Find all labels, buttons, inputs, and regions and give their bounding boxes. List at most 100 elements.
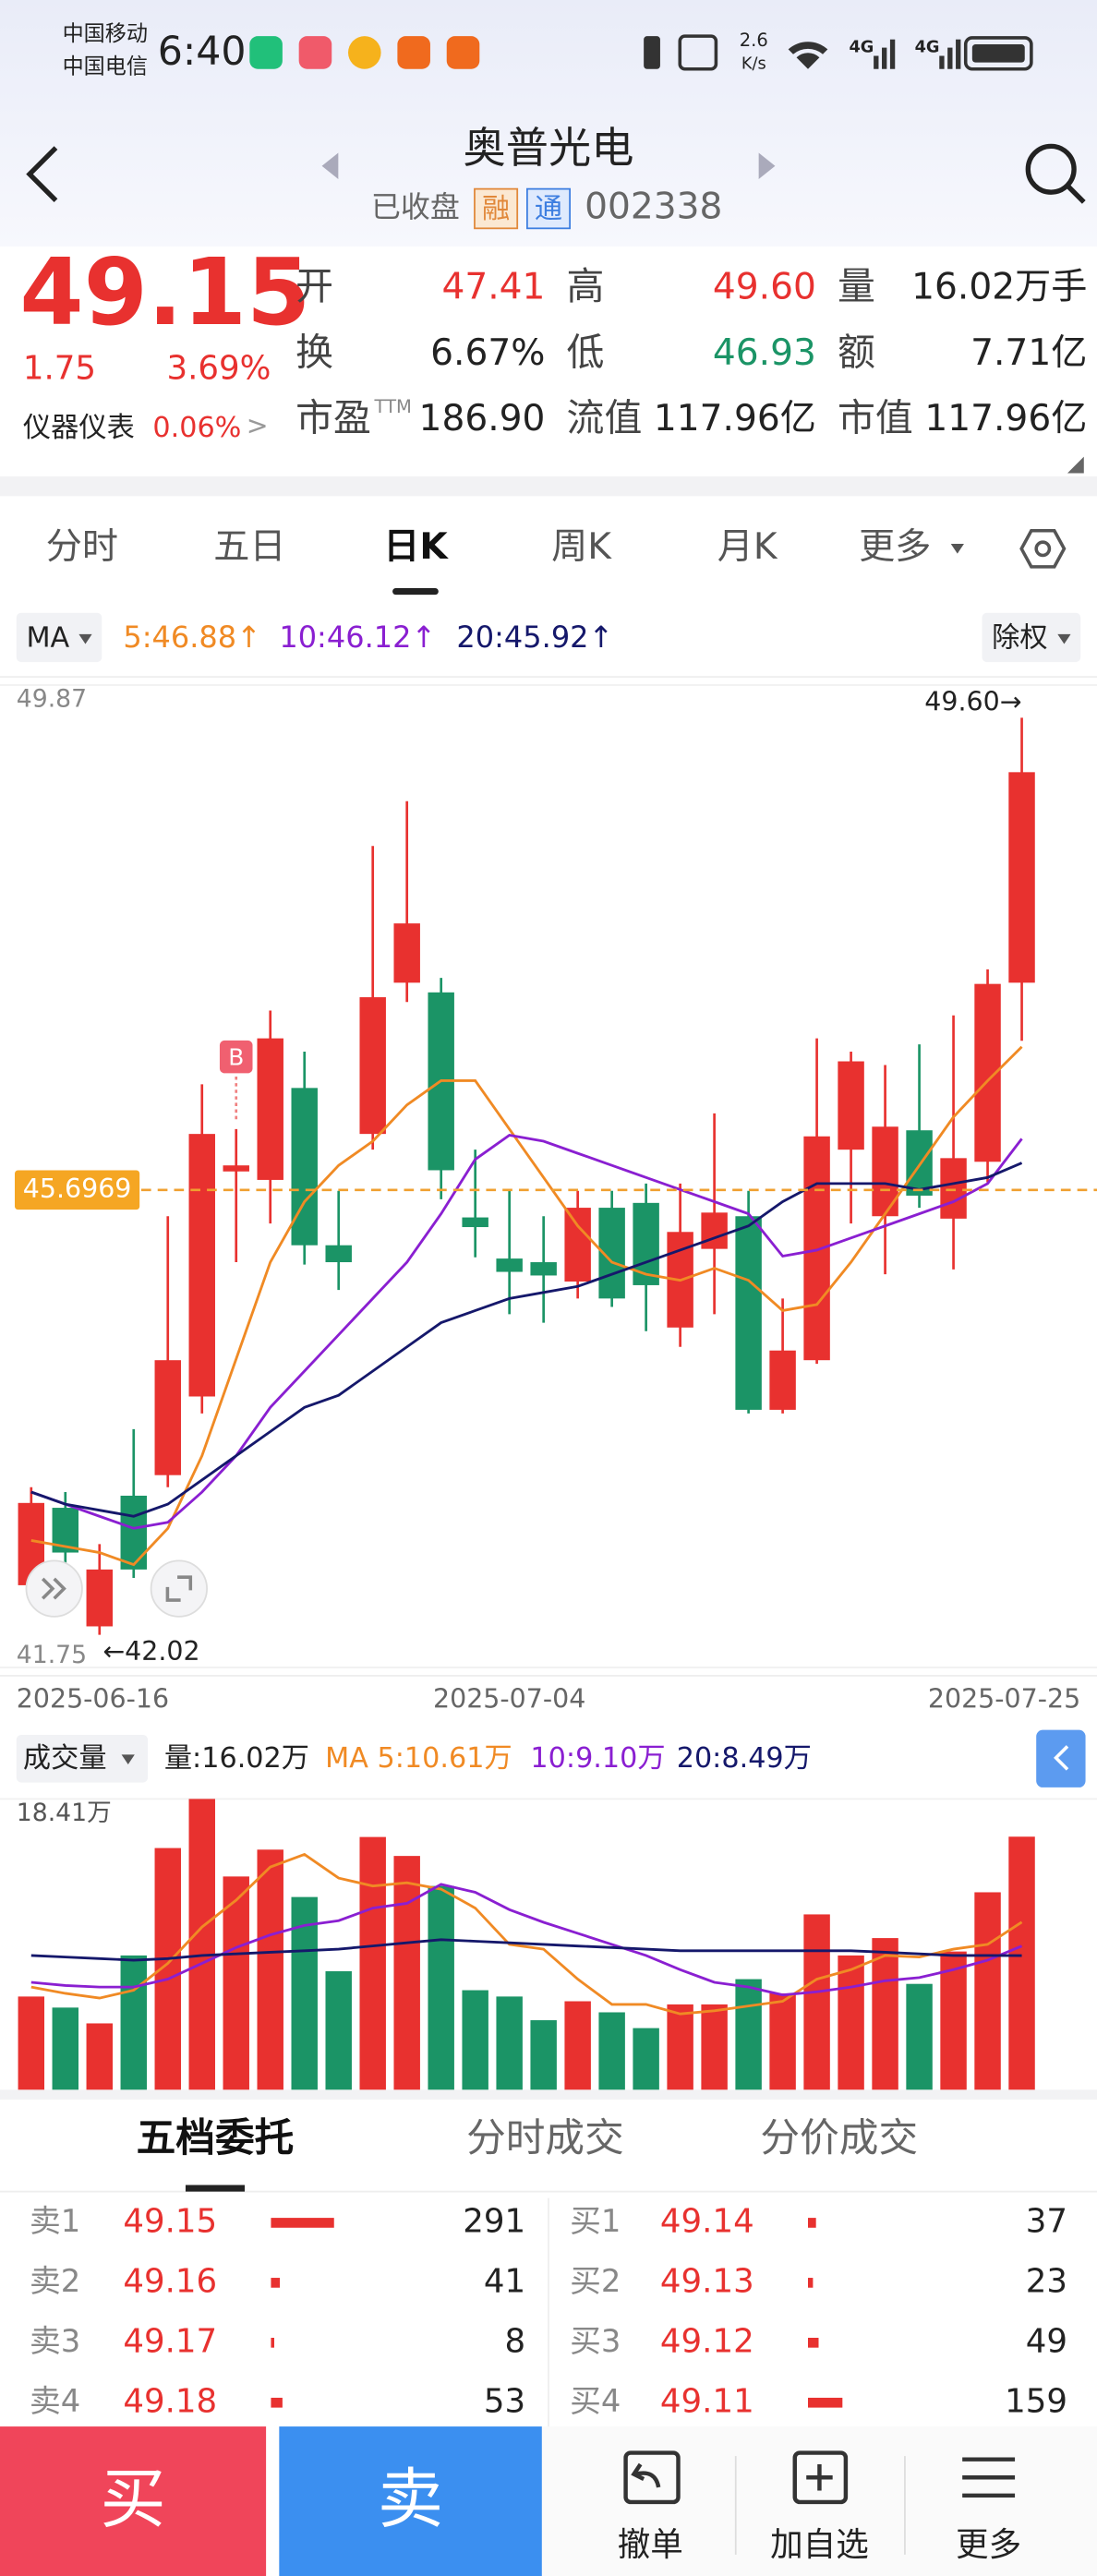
volume-summary: 量:16.02万 — [164, 1742, 309, 1775]
volume-bar — [769, 1992, 796, 2090]
tab[interactable]: 日K — [383, 526, 449, 568]
candle-body — [769, 1350, 796, 1410]
x-tick-label: 2025-07-04 — [433, 1684, 585, 1715]
separator — [0, 476, 1097, 497]
order-label: 卖4 — [30, 2383, 80, 2419]
change: 1.75 — [23, 349, 96, 387]
volume-legend: 10:9.10万 — [530, 1742, 665, 1775]
app-icons — [249, 36, 480, 69]
buy-label[interactable]: 买 — [100, 2461, 165, 2537]
ma-selector[interactable]: MA — [26, 622, 69, 655]
candle-body — [257, 1038, 283, 1180]
order-price: 49.17 — [123, 2322, 217, 2360]
volume-bar — [1008, 1836, 1035, 2090]
order-bar — [807, 2337, 819, 2348]
prev-stock[interactable] — [321, 152, 339, 179]
buy-marker: B — [228, 1043, 244, 1070]
net-speed: 2.6 — [740, 30, 768, 51]
volume-bar — [496, 1996, 523, 2090]
field-value: 49.60 — [713, 267, 816, 308]
separator — [0, 2089, 1097, 2100]
order-tab[interactable]: 分价成交 — [760, 2115, 918, 2161]
last-price: 49.15 — [19, 240, 310, 346]
reference-label-box — [15, 1170, 140, 1210]
order-volume: 37 — [1026, 2202, 1067, 2240]
volume-bar — [120, 1955, 147, 2090]
stock-name: 奥普光电 — [464, 123, 634, 173]
x-tick-label: 2025-07-25 — [928, 1684, 1080, 1715]
candle-body — [564, 1208, 591, 1282]
candle-body — [359, 997, 386, 1135]
x-tick-label: 2025-06-16 — [17, 1684, 169, 1715]
settings-button[interactable] — [1019, 528, 1067, 569]
y-tick-label: 49.87 — [17, 684, 87, 713]
tab[interactable]: 周K — [551, 526, 612, 568]
action-label[interactable]: 更多 — [956, 2526, 1021, 2564]
volume-bar — [872, 1938, 898, 2090]
order-bar — [271, 2397, 283, 2408]
volume-bar — [257, 1849, 283, 2090]
ma-line — [30, 1852, 1023, 2016]
tag: 融 — [482, 193, 510, 225]
back-button[interactable] — [26, 146, 58, 202]
tab[interactable]: 更多 — [859, 526, 931, 568]
sector-pct: 0.06% — [152, 412, 241, 444]
order-price: 49.18 — [123, 2382, 217, 2420]
volume-bar — [701, 2004, 728, 2090]
order-tab[interactable]: 分时成交 — [466, 2115, 624, 2161]
candle-body — [496, 1258, 523, 1272]
y-tick-label: 18.41万 — [17, 1799, 112, 1827]
next-stock[interactable] — [758, 152, 776, 179]
buy-button[interactable] — [0, 2426, 267, 2576]
candle-body — [701, 1212, 728, 1249]
order-label: 买1 — [570, 2203, 621, 2239]
field-value: 46.93 — [713, 332, 816, 374]
carrier: 中国电信 — [63, 54, 148, 78]
volume-title[interactable]: 成交量 — [23, 1742, 107, 1775]
order-bar — [807, 2278, 814, 2288]
order-volume: 41 — [484, 2262, 525, 2300]
order-bar — [271, 2337, 274, 2348]
order-label: 买4 — [570, 2383, 621, 2419]
tab[interactable]: 分时 — [46, 526, 118, 568]
field-label: 市盈 — [295, 396, 371, 440]
candle-body — [838, 1061, 864, 1150]
ma-legend: 10:46.12↑ — [279, 620, 436, 655]
candle-body — [188, 1134, 215, 1397]
order-price: 49.15 — [123, 2202, 217, 2240]
field-label: 开 — [295, 264, 333, 308]
collapse-button[interactable] — [1036, 1729, 1086, 1788]
candle-body — [154, 1360, 181, 1475]
action-label[interactable]: 撤单 — [618, 2526, 683, 2564]
collapse-icon — [1054, 1745, 1069, 1771]
volume-legend: MA 5:10.61万 — [325, 1742, 512, 1775]
adjust[interactable]: 除权 — [992, 622, 1047, 655]
dropdown-arrow — [1057, 633, 1071, 644]
volume-selector-box[interactable] — [16, 1734, 149, 1783]
adjust-box[interactable] — [982, 612, 1081, 663]
order-price: 49.12 — [660, 2322, 754, 2360]
order-volume: 49 — [1026, 2322, 1067, 2360]
chevron[interactable]: > — [247, 411, 269, 441]
candle-body — [291, 1088, 318, 1246]
order-tab[interactable]: 五档委托 — [137, 2115, 295, 2161]
tab[interactable]: 五日 — [213, 526, 285, 568]
tab[interactable]: 月K — [717, 526, 778, 568]
candle-body — [325, 1245, 352, 1263]
candle-body — [462, 1217, 488, 1228]
change-pct: 3.69% — [166, 349, 271, 387]
chart-buttons[interactable] — [25, 1559, 208, 1618]
order-price: 49.14 — [660, 2202, 754, 2240]
ma-legend: 5:46.88↑ — [123, 620, 261, 655]
search-button[interactable] — [1025, 143, 1086, 204]
field-label: 额 — [838, 330, 875, 374]
clock: 6:40 — [158, 29, 247, 75]
field-label: 量 — [838, 264, 875, 308]
y-tick-label: 41.75 — [17, 1641, 87, 1669]
action-label[interactable]: 加自选 — [770, 2526, 869, 2564]
high-annotation: 49.60→ — [924, 686, 1021, 716]
sell-label[interactable]: 卖 — [378, 2461, 443, 2537]
ma-selector-box[interactable] — [16, 612, 102, 663]
sell-button[interactable] — [279, 2426, 542, 2576]
